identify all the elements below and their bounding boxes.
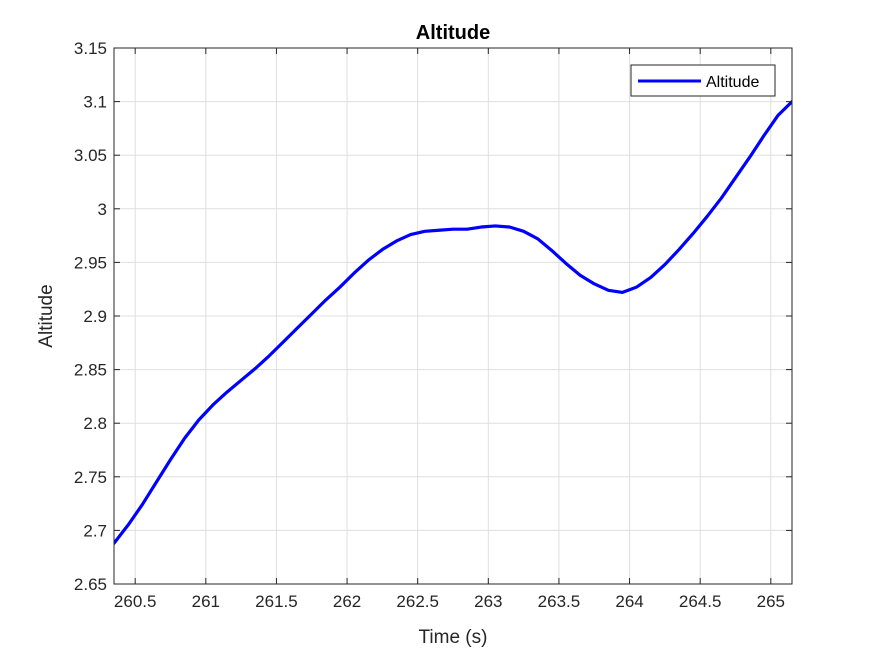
x-tick-label: 265 (757, 592, 785, 611)
x-axis-label: Time (s) (419, 627, 488, 648)
y-tick-labels: 2.65 2.7 2.75 2.8 2.85 2.9 2.95 3 3.05 3.1 3.15 (74, 39, 107, 594)
x-tick-label: 262.5 (396, 592, 439, 611)
legend-box (630, 64, 776, 97)
y-tick-label: 2.7 (83, 521, 107, 540)
x-tick-label: 263 (474, 592, 502, 611)
x-tick-label: 264.5 (679, 592, 722, 611)
y-tick-label: 3 (98, 200, 107, 219)
legend-label-altitude: Altitude (706, 74, 759, 91)
chart-title: Altitude (416, 22, 490, 44)
y-tick-label: 2.65 (74, 575, 107, 594)
legend: Altitude (630, 64, 776, 97)
y-axis-label: Altitude (36, 284, 57, 347)
y-tick-label: 2.8 (83, 414, 107, 433)
x-tick-label: 264 (615, 592, 643, 611)
x-tick-label: 261.5 (255, 592, 298, 611)
y-tick-label: 3.15 (74, 39, 107, 58)
x-tick-label: 262 (333, 592, 361, 611)
y-tick-label: 2.75 (74, 468, 107, 487)
series-line-altitude (114, 100, 792, 545)
x-tick-label: 261 (192, 592, 220, 611)
axis-ticks (114, 47, 792, 585)
grid-lines (114, 47, 792, 585)
y-tick-label: 3.1 (83, 93, 107, 112)
x-tick-label: 263.5 (538, 592, 581, 611)
y-tick-label: 3.05 (74, 146, 107, 165)
series-layer (114, 100, 792, 545)
x-tick-labels: 260.5 261 261.5 262 262.5 263 263.5 264 264.5 265 (114, 592, 785, 611)
y-tick-label: 2.9 (83, 307, 107, 326)
y-tick-label: 2.85 (74, 361, 107, 380)
x-tick-label: 260.5 (114, 592, 157, 611)
y-tick-label: 2.95 (74, 253, 107, 272)
